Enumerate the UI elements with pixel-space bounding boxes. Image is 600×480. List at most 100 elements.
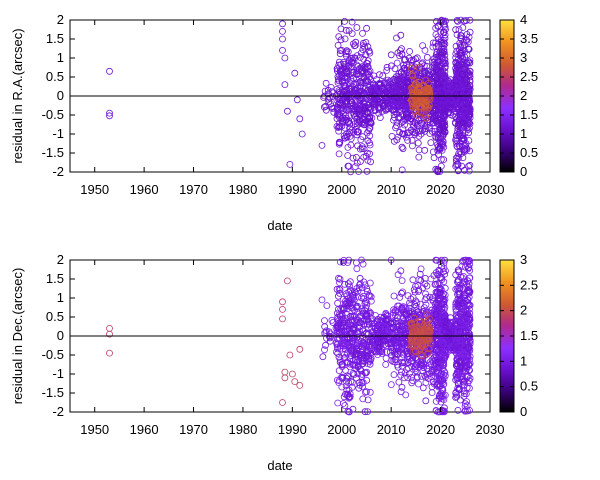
data-point: [434, 58, 442, 65]
data-point: [423, 121, 431, 129]
data-point: [334, 299, 342, 307]
data-point: [334, 124, 342, 131]
data-point: [355, 89, 363, 96]
data-point: [437, 132, 445, 140]
data-point: [352, 70, 360, 78]
data-point: [440, 76, 447, 84]
data-point: [445, 105, 453, 113]
data-point: [401, 56, 409, 63]
data-point: [279, 27, 286, 35]
data-point: [335, 127, 343, 135]
data-point: [338, 115, 346, 123]
data-point: [359, 95, 367, 102]
data-point: [441, 64, 449, 72]
data-point: [353, 24, 361, 31]
data-point: [334, 90, 342, 98]
data-point: [281, 54, 289, 62]
data-point: [341, 17, 349, 25]
data-point: [344, 152, 352, 159]
data-point: [333, 65, 341, 73]
data-point: [296, 115, 304, 123]
data-point: [415, 64, 423, 71]
data-point: [432, 17, 440, 25]
data-point: [357, 136, 365, 144]
data-point: [356, 96, 364, 104]
data-point: [393, 118, 401, 126]
data-point: [370, 100, 378, 108]
data-point: [439, 66, 447, 74]
data-point: [409, 120, 417, 128]
colorbar-tick-label: 2.5: [520, 277, 538, 292]
data-point: [412, 55, 419, 63]
data-point: [363, 167, 371, 175]
y-tick-label: 0.5: [46, 309, 64, 324]
data-point: [283, 277, 291, 285]
data-point: [424, 105, 431, 113]
data-point: [419, 42, 427, 49]
y-tick-label: 1.5: [46, 31, 64, 46]
data-point: [345, 112, 353, 119]
data-point: [434, 42, 442, 50]
data-point: [335, 33, 343, 40]
x-tick-label: 1950: [80, 182, 109, 197]
data-point: [409, 276, 417, 284]
data-point: [393, 59, 401, 67]
data-point: [387, 381, 395, 389]
data-point: [347, 141, 355, 149]
data-point: [343, 91, 350, 99]
data-point: [366, 114, 374, 122]
data-point: [434, 65, 442, 73]
data-point: [422, 397, 430, 405]
data-point: [346, 128, 354, 136]
data-point: [437, 101, 445, 109]
data-point: [362, 51, 370, 59]
data-point: [429, 148, 437, 156]
data-point: [415, 153, 423, 161]
data-point: [352, 110, 360, 118]
data-point: [399, 145, 407, 153]
data-point: [401, 66, 409, 74]
data-point: [354, 104, 362, 112]
data-point: [415, 146, 423, 154]
data-point: [397, 388, 405, 396]
data-point: [438, 49, 446, 57]
data-point: [356, 72, 364, 79]
data-point: [441, 72, 449, 80]
data-point: [404, 114, 412, 122]
data-point: [364, 156, 372, 164]
data-point: [430, 154, 438, 162]
data-point: [319, 353, 327, 361]
data-point: [279, 298, 286, 306]
colorbar-tick-label: 2.5: [520, 69, 538, 84]
data-point: [441, 31, 449, 39]
data-point: [348, 18, 356, 26]
data-point: [396, 47, 404, 54]
x-tick-label: 1980: [228, 182, 257, 197]
data-point: [335, 367, 343, 375]
data-point: [342, 26, 350, 34]
data-point: [281, 374, 289, 382]
data-point: [351, 163, 359, 171]
dec-xlabel: date: [267, 458, 292, 473]
data-point: [322, 106, 330, 114]
data-point: [390, 76, 398, 83]
data-point: [397, 31, 405, 39]
data-point: [351, 54, 359, 62]
data-point: [367, 119, 375, 127]
data-point: [357, 120, 365, 127]
data-point: [346, 79, 354, 87]
data-point: [383, 106, 391, 113]
data-point: [407, 64, 415, 72]
data-point: [318, 296, 326, 304]
data-point: [404, 78, 412, 86]
data-point: [397, 74, 405, 82]
data-point: [293, 96, 301, 104]
data-point: [436, 125, 443, 133]
data-point: [387, 62, 395, 70]
data-point: [411, 81, 419, 89]
data-point: [333, 67, 341, 75]
data-point: [106, 324, 113, 332]
y-tick-label: 1: [57, 50, 64, 65]
